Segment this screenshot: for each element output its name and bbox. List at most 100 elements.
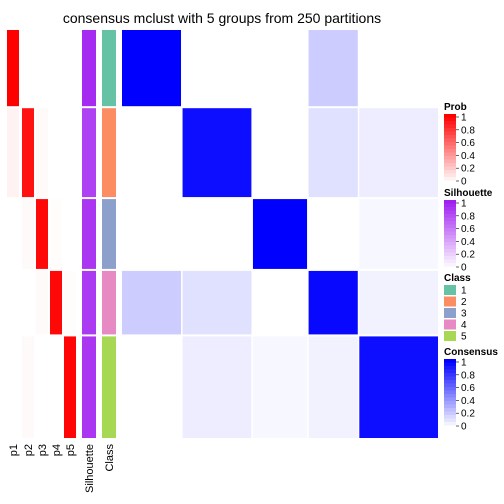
prob-cell-p4-class-2 [50, 108, 62, 198]
silhouette-cell-class-2 [82, 108, 96, 198]
prob-legend-swatch [444, 177, 456, 181]
consensus-legend-swatch [444, 383, 456, 388]
silhouette-cell-class-4 [82, 270, 96, 335]
prob-cell-p4-class-3 [50, 199, 62, 269]
class-legend-label-3: 3 [461, 309, 467, 320]
consensus-legend-tick-label: 0.4 [461, 396, 475, 407]
prob-legend-tick-label: 0.8 [461, 125, 475, 136]
silhouette-legend-swatch [444, 266, 456, 271]
prob-cell-p1-class-1 [7, 30, 19, 107]
class-cell-4 [102, 270, 116, 335]
consensus-block-1-1 [122, 30, 182, 107]
consensus-block-3-4 [308, 199, 358, 269]
silhouette-legend-swatch [444, 203, 456, 208]
consensus-block-1-3 [252, 30, 308, 107]
silhouette-legend-tick-label: 1 [461, 199, 467, 210]
prob-legend-swatch [444, 128, 456, 132]
silhouette-legend-swatch [444, 256, 456, 260]
silhouette-legend-swatch [444, 263, 456, 267]
column-label-p5: p5 [65, 444, 77, 456]
column-label-p4: p4 [51, 444, 63, 456]
silhouette-legend-swatch [444, 245, 456, 250]
prob-cell-p1-class-3 [7, 199, 19, 269]
silhouette-cell-class-5 [82, 336, 96, 438]
silhouette-legend-swatch [444, 238, 456, 243]
prob-legend-title: Prob [444, 102, 467, 113]
legends: Prob10.80.60.40.20Silhouette10.80.60.40.… [444, 102, 498, 433]
class-legend-label-5: 5 [461, 332, 467, 343]
class-legend-swatch-4 [444, 319, 456, 330]
consensus-matrix [122, 30, 438, 438]
consensus-block-1-2 [182, 30, 252, 107]
prob-cell-p3-class-5 [36, 336, 48, 438]
consensus-legend-swatch [444, 401, 456, 405]
consensus-block-4-1 [122, 270, 182, 335]
silhouette-legend-swatch [444, 231, 456, 236]
consensus-block-4-2 [182, 270, 252, 335]
silhouette-legend-swatch [444, 210, 456, 215]
prob-legend-swatch [444, 131, 456, 136]
prob-legend-tick-label: 0.6 [461, 138, 475, 149]
prob-cell-p3-class-3 [36, 199, 48, 269]
prob-legend-tick-label: 0 [461, 177, 467, 188]
consensus-block-2-4 [308, 108, 358, 198]
consensus-block-2-5 [359, 108, 438, 198]
class-legend-label-1: 1 [461, 286, 467, 297]
column-label-class: Class [104, 444, 116, 472]
prob-cell-p2-class-4 [22, 270, 34, 335]
class-cell-5 [102, 336, 116, 438]
consensus-legend-title: Consensus [444, 347, 498, 358]
prob-cell-p5-class-1 [64, 30, 76, 107]
consensus-legend-tick-label: 0.8 [461, 370, 475, 381]
consensus-legend-tick-label: 0.2 [461, 409, 475, 420]
class-cell-3 [102, 199, 116, 269]
prob-cell-p5-class-5 [64, 336, 76, 438]
silhouette-legend-swatch [444, 221, 456, 225]
consensus-legend-swatch [444, 404, 456, 409]
column-label-p2: p2 [23, 444, 35, 456]
consensus-legend-tick-label: 1 [461, 358, 467, 369]
consensus-block-5-1 [122, 336, 182, 438]
prob-legend-swatch [444, 170, 456, 174]
consensus-block-2-2 [182, 108, 252, 198]
class-cell-2 [102, 108, 116, 198]
prob-legend-tick-label: 1 [461, 113, 467, 124]
silhouette-legend-tick-label: 0.4 [461, 237, 475, 248]
consensus-legend-swatch [444, 359, 456, 363]
consensus-block-3-1 [122, 199, 182, 269]
prob-cell-p5-class-2 [64, 108, 76, 198]
prob-legend-swatch [444, 121, 456, 125]
consensus-legend-swatch [444, 415, 456, 419]
silhouette-legend-swatch [444, 228, 456, 232]
consensus-block-5-5 [359, 336, 438, 438]
prob-cell-p5-class-3 [64, 199, 76, 269]
prob-legend-swatch [444, 114, 456, 118]
prob-legend-swatch [444, 124, 456, 129]
silhouette-legend-swatch [444, 224, 456, 229]
annotation-labels: p1 p2 p3 p4 p5 Silhouette Class [8, 444, 116, 493]
prob-legend-swatch [444, 149, 456, 153]
consensus-legend-swatch [444, 397, 456, 402]
column-label-silhouette: Silhouette [84, 444, 96, 493]
class-cell-1 [102, 30, 116, 107]
prob-cell-p4-class-5 [50, 336, 62, 438]
consensus-block-3-2 [182, 199, 252, 269]
prob-legend-swatch [444, 166, 456, 171]
prob-cell-p3-class-4 [36, 270, 48, 335]
prob-legend-tick-label: 0.2 [461, 164, 475, 175]
consensus-legend-swatch [444, 387, 456, 391]
prob-cell-p4-class-1 [50, 30, 62, 107]
consensus-block-3-3 [252, 199, 308, 269]
consensus-block-4-4 [308, 270, 358, 335]
prob-legend-swatch [444, 145, 456, 150]
silhouette-legend-title: Silhouette [444, 188, 493, 199]
prob-legend-swatch [444, 117, 456, 122]
silhouette-legend-swatch [444, 249, 456, 253]
consensus-legend-swatch [444, 425, 456, 430]
prob-legend-swatch [444, 163, 456, 167]
consensus-block-2-3 [252, 108, 308, 198]
consensus-legend-swatch [444, 408, 456, 412]
class-legend-swatch-2 [444, 296, 456, 307]
class-legend-title: Class [444, 273, 471, 284]
prob-legend-swatch [444, 142, 456, 146]
